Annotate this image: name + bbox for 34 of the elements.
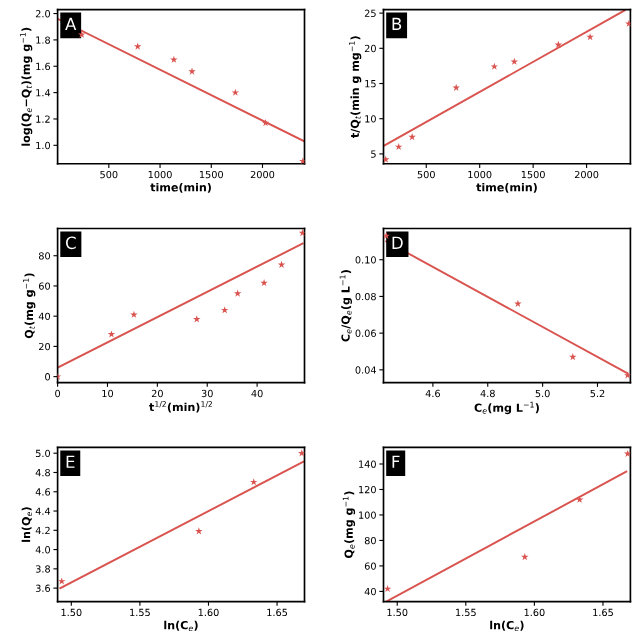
point bbox=[554, 40, 563, 48]
point bbox=[623, 371, 631, 379]
point bbox=[188, 67, 196, 75]
point bbox=[383, 155, 390, 163]
point bbox=[623, 449, 631, 457]
point bbox=[195, 527, 203, 535]
point bbox=[233, 289, 242, 297]
annotation: E bbox=[66, 455, 75, 468]
annotation: B bbox=[392, 17, 402, 30]
annotation: F bbox=[392, 455, 400, 468]
point bbox=[298, 229, 305, 237]
point bbox=[107, 330, 116, 338]
point bbox=[383, 231, 390, 240]
point bbox=[77, 30, 86, 38]
point bbox=[130, 310, 138, 318]
point bbox=[625, 19, 631, 27]
point bbox=[510, 57, 519, 65]
point bbox=[299, 157, 305, 164]
point bbox=[57, 577, 66, 585]
point bbox=[408, 133, 416, 141]
point bbox=[521, 553, 529, 561]
point bbox=[490, 62, 499, 70]
point bbox=[133, 42, 142, 50]
point bbox=[231, 88, 240, 96]
point bbox=[193, 315, 201, 323]
point bbox=[260, 279, 268, 287]
annotation: C bbox=[65, 236, 76, 250]
point bbox=[586, 33, 594, 41]
point bbox=[569, 353, 577, 361]
annotation: A bbox=[65, 17, 77, 30]
point bbox=[250, 478, 258, 486]
point bbox=[298, 449, 305, 457]
annotation: D bbox=[392, 236, 403, 249]
point bbox=[170, 55, 178, 63]
